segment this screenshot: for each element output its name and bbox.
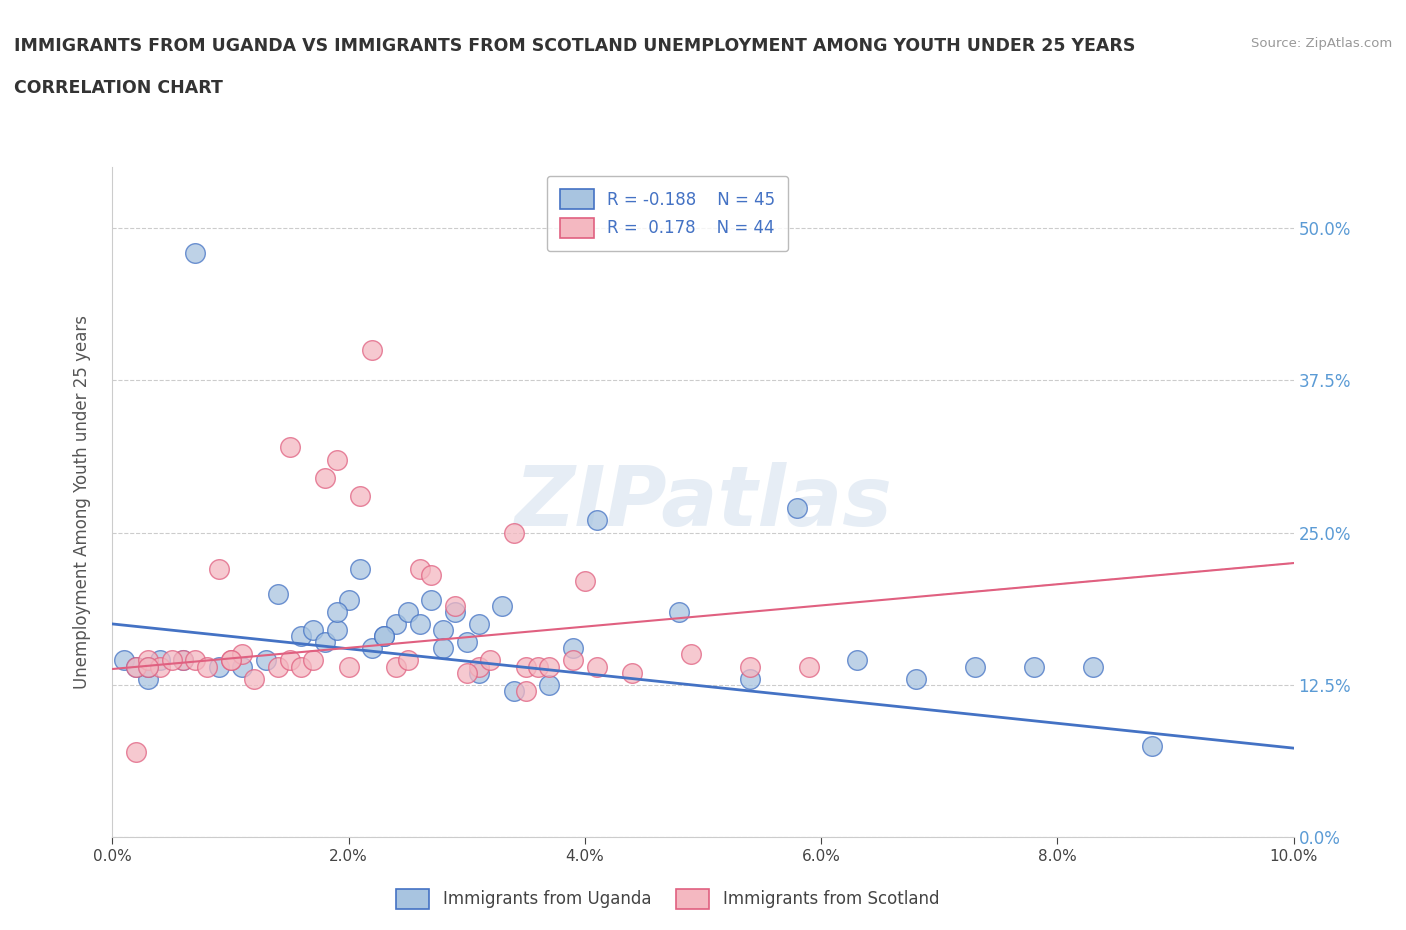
Point	[681, 647, 703, 662]
Point	[231, 659, 253, 674]
Point	[278, 653, 301, 668]
Point	[668, 604, 690, 619]
Point	[585, 513, 607, 528]
Point	[125, 744, 148, 759]
Text: IMMIGRANTS FROM UGANDA VS IMMIGRANTS FROM SCOTLAND UNEMPLOYMENT AMONG YOUTH UNDE: IMMIGRANTS FROM UGANDA VS IMMIGRANTS FRO…	[14, 37, 1136, 55]
Point	[314, 635, 336, 650]
Point	[408, 562, 430, 577]
Point	[799, 659, 821, 674]
Point	[326, 452, 349, 467]
Point	[125, 659, 148, 674]
Point	[231, 647, 253, 662]
Point	[456, 665, 478, 680]
Point	[385, 617, 408, 631]
Point	[326, 604, 349, 619]
Point	[302, 653, 325, 668]
Point	[125, 659, 148, 674]
Point	[740, 659, 762, 674]
Point	[1081, 659, 1104, 674]
Text: Source: ZipAtlas.com: Source: ZipAtlas.com	[1251, 37, 1392, 50]
Point	[515, 659, 537, 674]
Point	[444, 604, 467, 619]
Point	[538, 659, 561, 674]
Point	[267, 659, 290, 674]
Point	[562, 641, 585, 656]
Point	[112, 653, 135, 668]
Point	[160, 653, 183, 668]
Point	[408, 617, 430, 631]
Point	[290, 659, 312, 674]
Point	[491, 598, 513, 613]
Point	[149, 653, 172, 668]
Point	[396, 604, 419, 619]
Point	[845, 653, 868, 668]
Point	[172, 653, 194, 668]
Point	[479, 653, 502, 668]
Point	[538, 677, 561, 692]
Point	[467, 617, 489, 631]
Point	[740, 671, 762, 686]
Point	[290, 629, 312, 644]
Point	[254, 653, 277, 668]
Point	[184, 653, 207, 668]
Point	[562, 653, 585, 668]
Point	[526, 659, 548, 674]
Point	[243, 671, 266, 686]
Point	[1022, 659, 1045, 674]
Text: CORRELATION CHART: CORRELATION CHART	[14, 79, 224, 97]
Point	[136, 659, 159, 674]
Point	[149, 659, 172, 674]
Point	[184, 246, 207, 260]
Point	[373, 629, 395, 644]
Point	[172, 653, 194, 668]
Point	[503, 684, 526, 698]
Point	[314, 471, 336, 485]
Text: ZIPatlas: ZIPatlas	[515, 461, 891, 543]
Point	[420, 592, 443, 607]
Point	[219, 653, 242, 668]
Point	[361, 342, 384, 357]
Point	[420, 568, 443, 583]
Point	[337, 592, 360, 607]
Legend: Immigrants from Uganda, Immigrants from Scotland: Immigrants from Uganda, Immigrants from …	[389, 882, 946, 916]
Point	[267, 586, 290, 601]
Point	[208, 659, 231, 674]
Point	[219, 653, 242, 668]
Point	[574, 574, 596, 589]
Point	[195, 659, 218, 674]
Point	[337, 659, 360, 674]
Point	[444, 598, 467, 613]
Point	[1140, 738, 1163, 753]
Point	[456, 635, 478, 650]
Point	[904, 671, 927, 686]
Y-axis label: Unemployment Among Youth under 25 years: Unemployment Among Youth under 25 years	[73, 315, 91, 689]
Point	[515, 684, 537, 698]
Point	[432, 641, 454, 656]
Point	[326, 622, 349, 637]
Point	[349, 488, 371, 503]
Point	[396, 653, 419, 668]
Point	[432, 622, 454, 637]
Point	[503, 525, 526, 540]
Point	[136, 671, 159, 686]
Point	[136, 653, 159, 668]
Point	[621, 665, 644, 680]
Point	[385, 659, 408, 674]
Point	[302, 622, 325, 637]
Point	[467, 659, 489, 674]
Point	[136, 659, 159, 674]
Point	[786, 501, 808, 516]
Point	[373, 629, 395, 644]
Point	[585, 659, 607, 674]
Point	[963, 659, 986, 674]
Point	[208, 562, 231, 577]
Point	[278, 440, 301, 455]
Point	[467, 665, 489, 680]
Point	[361, 641, 384, 656]
Point	[349, 562, 371, 577]
